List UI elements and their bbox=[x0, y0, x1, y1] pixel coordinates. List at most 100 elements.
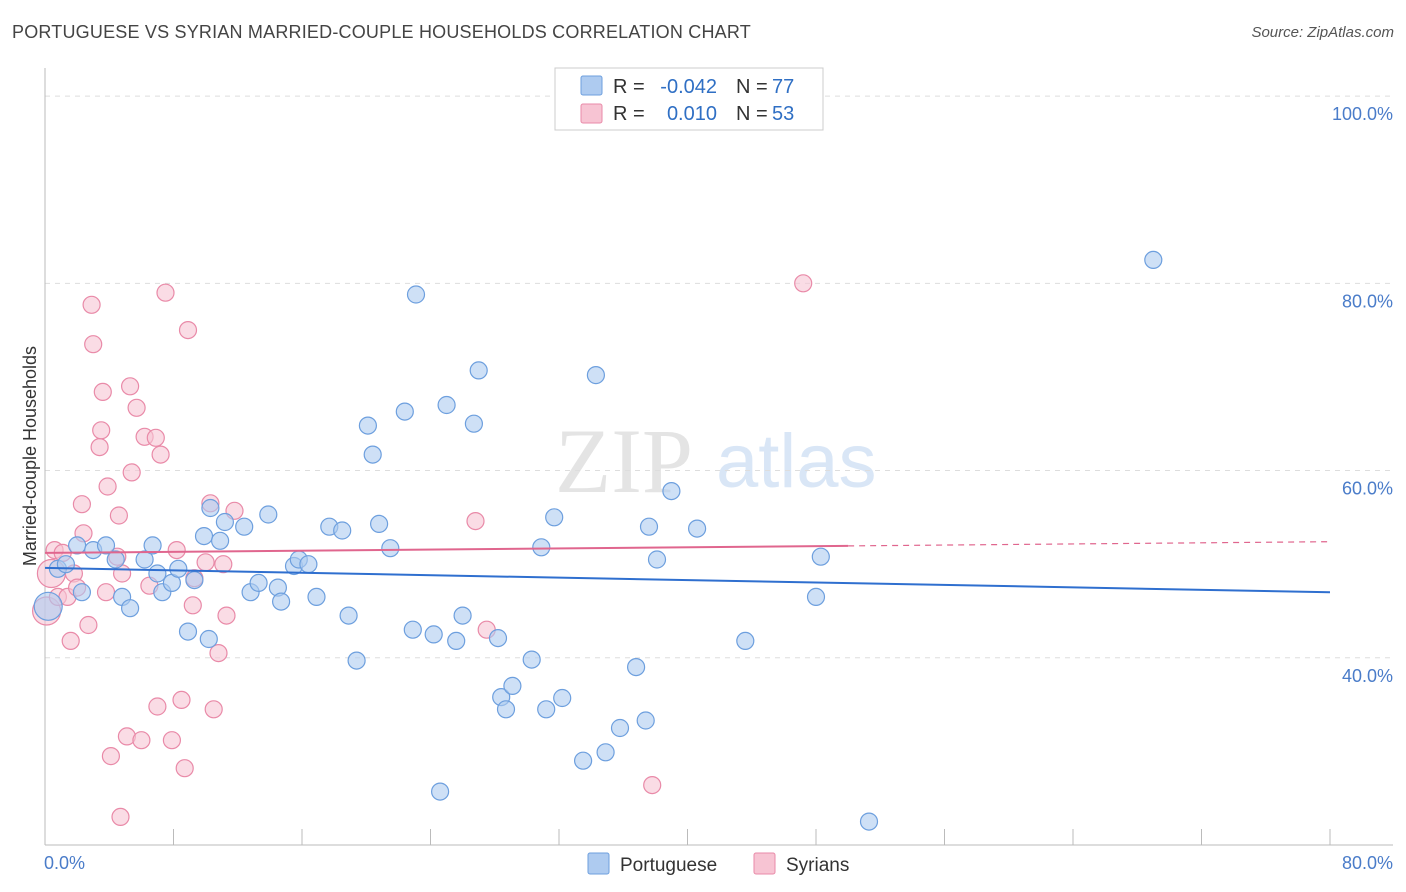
x-axis-ticks bbox=[173, 829, 1331, 845]
syrians-point-34 bbox=[156, 283, 175, 302]
portuguese-point-48 bbox=[464, 414, 483, 433]
syrians-trend-line bbox=[44, 544, 849, 554]
syrians-point-33 bbox=[151, 445, 170, 464]
portuguese-point-70 bbox=[806, 587, 826, 607]
portuguese-point-59 bbox=[573, 751, 593, 770]
portuguese-point-43 bbox=[406, 285, 426, 304]
portuguese-point-71 bbox=[811, 547, 830, 566]
syrians-point-52 bbox=[794, 274, 813, 293]
syrians-point-46 bbox=[214, 555, 233, 574]
y-axis-title: Married-couple Households bbox=[20, 346, 40, 566]
syrians-point-31 bbox=[146, 428, 165, 447]
portuguese-point-7 bbox=[106, 550, 125, 569]
syrians-point-17 bbox=[96, 583, 116, 602]
watermark-atlas: atlas bbox=[716, 419, 877, 504]
portuguese-point-36 bbox=[347, 651, 366, 670]
portuguese-point-54 bbox=[522, 650, 541, 669]
y-tick-label-80: 80.0% bbox=[1342, 291, 1393, 311]
legend-n-value-portuguese: 77 bbox=[772, 76, 794, 98]
bottom-legend-swatch-portuguese bbox=[587, 852, 610, 875]
portuguese-point-22 bbox=[215, 512, 234, 532]
portuguese-point-72 bbox=[859, 812, 879, 831]
portuguese-point-49 bbox=[469, 361, 488, 380]
portuguese-point-19 bbox=[199, 629, 218, 649]
syrians-point-35 bbox=[162, 731, 181, 750]
syrians-point-21 bbox=[109, 506, 129, 525]
watermark: ZIP atlas bbox=[555, 410, 877, 512]
syrians-point-36 bbox=[167, 540, 186, 560]
syrians-point-14 bbox=[90, 438, 109, 457]
source-label: Source: ZipAtlas.com bbox=[1251, 24, 1394, 41]
portuguese-point-35 bbox=[339, 606, 358, 625]
portuguese-point-64 bbox=[636, 711, 655, 730]
portuguese-point-58 bbox=[553, 688, 572, 708]
portuguese-point-46 bbox=[447, 631, 466, 651]
portuguese-points bbox=[33, 250, 1163, 831]
portuguese-point-3 bbox=[67, 536, 87, 555]
portuguese-point-67 bbox=[662, 482, 681, 501]
syrians-point-49 bbox=[466, 511, 485, 531]
y-tick-label-60: 60.0% bbox=[1342, 479, 1393, 499]
portuguese-point-21 bbox=[211, 531, 230, 550]
portuguese-point-65 bbox=[639, 517, 659, 536]
portuguese-trend-line bbox=[44, 566, 1331, 594]
syrians-point-45 bbox=[209, 643, 228, 663]
portuguese-point-53 bbox=[503, 676, 522, 696]
portuguese-point-41 bbox=[395, 402, 414, 421]
syrians-point-38 bbox=[175, 759, 194, 778]
bottom-legend-label-portuguese: Portuguese bbox=[620, 855, 717, 876]
portuguese-point-47 bbox=[453, 606, 472, 625]
portuguese-point-57 bbox=[545, 508, 564, 527]
legend-r-label-syrians: R = bbox=[613, 103, 645, 125]
portuguese-point-32 bbox=[307, 587, 326, 607]
syrians-point-28 bbox=[132, 731, 151, 750]
syrians-point-16 bbox=[93, 382, 112, 401]
syrians-point-11 bbox=[79, 615, 98, 635]
portuguese-point-55 bbox=[532, 538, 551, 557]
portuguese-point-4 bbox=[72, 583, 92, 602]
correlation-legend: R = -0.042 N = 77 R = 0.010 N = 53 bbox=[554, 67, 824, 131]
legend-swatch-syrians bbox=[580, 103, 603, 124]
legend-r-label-portuguese: R = bbox=[613, 76, 645, 98]
portuguese-point-42 bbox=[403, 620, 422, 639]
syrians-point-26 bbox=[122, 463, 141, 482]
portuguese-point-15 bbox=[169, 559, 188, 578]
y-tick-label-100: 100.0% bbox=[1332, 104, 1393, 124]
portuguese-point-9 bbox=[121, 599, 140, 618]
syrians-point-15 bbox=[92, 421, 111, 440]
syrians-point-9 bbox=[72, 495, 92, 514]
portuguese-point-6 bbox=[96, 536, 116, 555]
portuguese-point-39 bbox=[370, 514, 389, 534]
syrians-point-37 bbox=[172, 690, 191, 710]
syrians-point-42 bbox=[196, 553, 215, 572]
syrians-point-44 bbox=[204, 700, 223, 719]
y-tick-label-40: 40.0% bbox=[1342, 666, 1393, 686]
portuguese-point-62 bbox=[610, 718, 630, 738]
bottom-legend-swatch-syrians bbox=[753, 852, 776, 875]
portuguese-point-16 bbox=[178, 622, 198, 641]
portuguese-point-0 bbox=[33, 591, 63, 621]
legend-swatch-portuguese bbox=[580, 75, 603, 96]
legend-n-value-syrians: 53 bbox=[772, 103, 794, 125]
portuguese-point-2 bbox=[56, 555, 76, 574]
portuguese-point-18 bbox=[194, 526, 214, 546]
syrians-point-22 bbox=[111, 807, 130, 827]
portuguese-point-52 bbox=[496, 700, 516, 719]
portuguese-point-60 bbox=[586, 366, 606, 385]
portuguese-point-11 bbox=[143, 536, 162, 555]
syrians-point-39 bbox=[178, 321, 198, 340]
syrians-point-12 bbox=[82, 295, 101, 314]
portuguese-point-17 bbox=[185, 570, 204, 590]
y-tick-labels: 40.0% 60.0% 80.0% 100.0% bbox=[1332, 104, 1393, 686]
syrians-point-27 bbox=[127, 398, 146, 417]
portuguese-point-40 bbox=[381, 539, 400, 558]
x-tick-label-80: 80.0% bbox=[1342, 853, 1393, 873]
syrians-point-6 bbox=[61, 631, 80, 651]
portuguese-point-34 bbox=[333, 521, 352, 540]
portuguese-point-25 bbox=[249, 573, 268, 593]
gridlines bbox=[45, 95, 1393, 659]
legend-n-label-portuguese: N = bbox=[736, 76, 768, 98]
chart-title: PORTUGUESE VS SYRIAN MARRIED-COUPLE HOUS… bbox=[12, 22, 751, 42]
portuguese-point-31 bbox=[299, 555, 318, 574]
